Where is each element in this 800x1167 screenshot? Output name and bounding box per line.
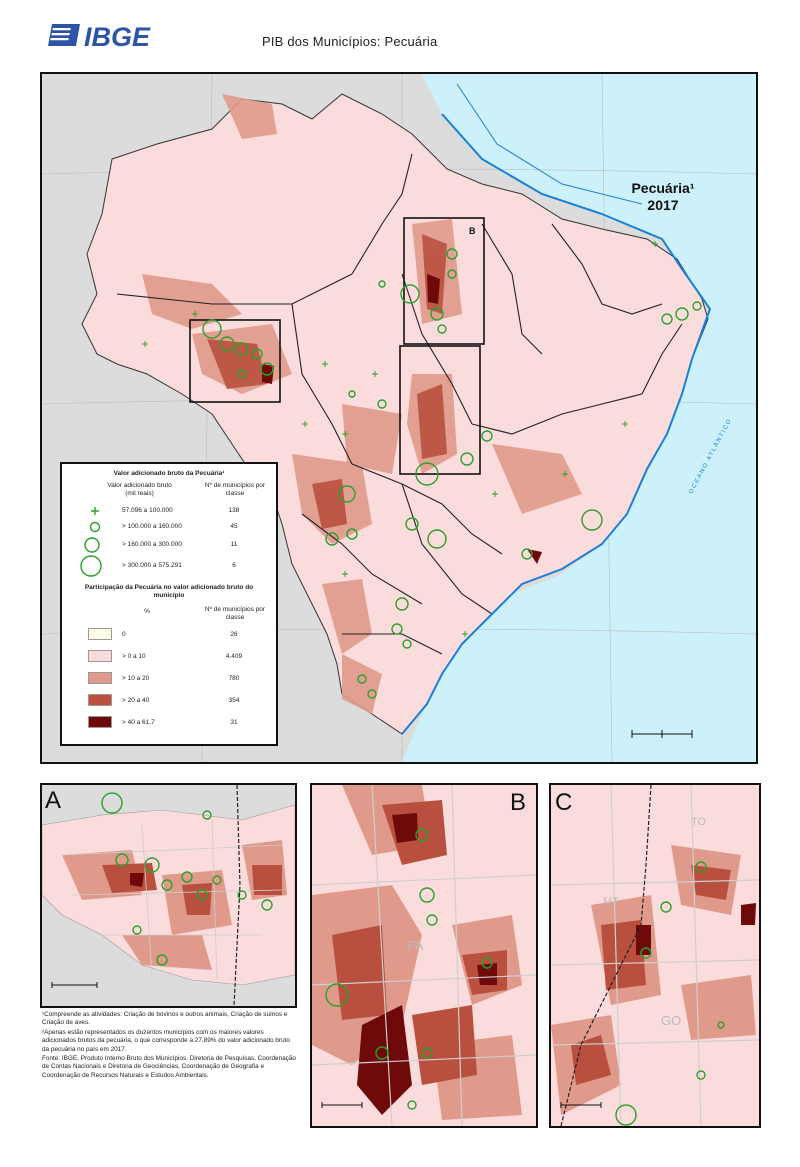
inset-box-c: [399, 345, 481, 475]
legend-symbol-row: 57.096 a 100.000 138: [62, 504, 276, 518]
legend-title-value: Valor adicionado bruto da Pecuária¹: [113, 470, 225, 477]
class-swatch: [88, 628, 112, 640]
footnote-source: Fonte: IBGE, Produto Interno Bruto dos M…: [42, 1055, 296, 1079]
legend-col-count: Nº de municípios por classe: [204, 482, 266, 497]
legend-col-count2: Nº de municípios por classe: [204, 606, 266, 621]
legend-class-row: > 40 a 61,7 31: [62, 716, 276, 730]
class-swatch: [88, 694, 112, 706]
inset-box-a: [189, 319, 281, 403]
footnote-1: ¹Compreende as atividades: Criação de bo…: [42, 1011, 288, 1027]
coastline: [401, 113, 712, 735]
legend-symbol-row: > 160.000 a 300.000 11: [62, 537, 276, 553]
inset-a-svg: [42, 785, 295, 1006]
plus-symbol-icon: [91, 507, 99, 515]
map-title-line1: Pecuária¹: [631, 180, 695, 196]
footnote-2: ²Apenas estão representados os duzentos …: [42, 1028, 290, 1053]
legend-class-row: > 0 a 10 4.409: [62, 650, 276, 664]
legend: Valor adicionado bruto da Pecuária¹ Valo…: [60, 462, 278, 746]
inset-c-svg: MT GO TO: [551, 785, 759, 1126]
scale-bar-b: [321, 1102, 363, 1108]
legend-class-row: > 10 a 20 780: [62, 672, 276, 686]
footnotes: ¹Compreende as atividades: Criação de bo…: [42, 1011, 297, 1081]
inset-b-svg: PA: [312, 785, 536, 1126]
legend-symbol-row: > 300.000 a 575.291 6: [62, 555, 276, 577]
page-title: PIB dos Municípios: Pecuária: [262, 34, 438, 49]
class-swatch: [88, 650, 112, 662]
legend-col-value: Valor adicionado bruto (mil reais): [107, 482, 172, 497]
ibge-logo-icon: IBGE: [48, 22, 151, 52]
pecuaria-symbols: [202, 248, 702, 699]
brazil-map-svg: B OCEANO ATLÂNTICO: [42, 74, 756, 762]
inset-letter-b: B: [510, 789, 527, 816]
inset-map-a: A: [40, 783, 297, 1008]
inset-map-c: MT GO TO C: [549, 783, 761, 1128]
legend-symbol-row: > 100.000 a 160.000 45: [62, 520, 276, 534]
small-circle-icon: [89, 521, 101, 533]
svg-text:IBGE: IBGE: [84, 22, 151, 52]
svg-text:PA: PA: [407, 938, 424, 953]
class-swatch: [88, 672, 112, 684]
svg-text:TO: TO: [691, 816, 707, 828]
legend-class-row: 0 26: [62, 628, 276, 642]
map-title: Pecuária¹ 2017: [598, 180, 728, 214]
inset-letter-c: C: [555, 789, 573, 816]
inset-map-b: PA B: [310, 783, 538, 1128]
legend-class-row: > 20 a 40 354: [62, 694, 276, 708]
inset-box-b: [403, 217, 485, 345]
scale-bar-a: [51, 982, 98, 988]
map-title-year: 2017: [647, 197, 679, 213]
svg-text:B: B: [469, 226, 476, 236]
legend-col-pct: %: [144, 608, 150, 615]
legend-title-share: Participação da Pecuária no valor adicio…: [84, 584, 254, 599]
svg-text:MT: MT: [603, 896, 619, 908]
scale-bar: [631, 730, 693, 738]
medium-circle-icon: [84, 537, 100, 553]
ibge-logo: IBGE: [46, 18, 181, 52]
class-swatch: [88, 716, 112, 728]
svg-text:GO: GO: [661, 1013, 681, 1028]
inset-letter-a: A: [45, 787, 62, 814]
scale-bar-c: [560, 1102, 602, 1108]
large-circle-icon: [80, 555, 102, 577]
main-map: B OCEANO ATLÂNTICO: [40, 72, 758, 764]
